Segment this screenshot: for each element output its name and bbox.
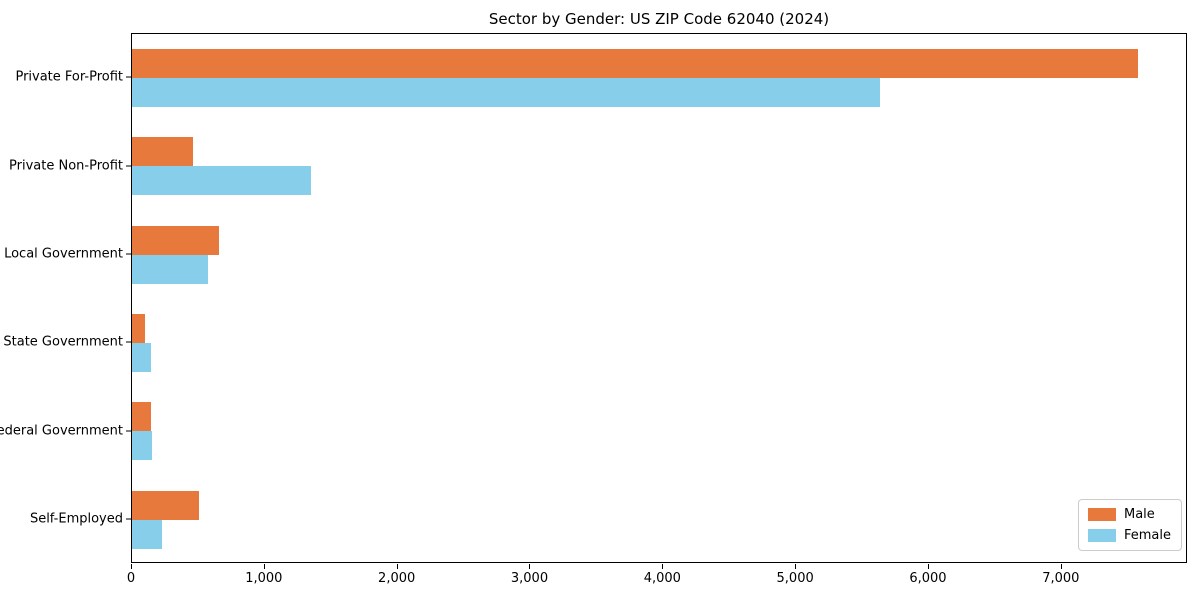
chart-legend: Male Female (1077, 499, 1182, 551)
female-bar-1 (132, 166, 312, 196)
y-tick-mark (126, 341, 131, 343)
x-tick-label: 1,000 (245, 571, 283, 586)
y-tick-mark (126, 165, 131, 166)
y-tick-mark (126, 518, 131, 520)
male-bar-3 (132, 314, 146, 344)
legend-item-female: Female (1087, 528, 1171, 543)
x-tick-label: 5,000 (776, 571, 814, 586)
x-tick-mark (795, 564, 797, 569)
y-tick-mark (126, 253, 131, 255)
legend-label-male: Male (1123, 507, 1155, 522)
x-tick-label: 6,000 (909, 571, 947, 586)
x-tick-mark (1060, 564, 1062, 569)
category-row (132, 476, 1186, 564)
y-tick-label: State Government (3, 334, 123, 350)
plot-area: Male Female (131, 33, 1187, 563)
female-bar-3 (132, 343, 151, 373)
male-bar-5 (132, 490, 200, 520)
male-bar-4 (132, 402, 151, 432)
legend-item-male: Male (1087, 507, 1171, 522)
y-tick-label: Local Government (4, 246, 123, 262)
female-color-swatch (1087, 529, 1116, 542)
x-tick-mark (131, 564, 132, 569)
female-bar-4 (132, 431, 152, 461)
male-bar-2 (132, 225, 219, 255)
male-color-swatch (1087, 508, 1116, 521)
x-tick-label: 4,000 (643, 571, 681, 586)
x-tick-mark (529, 564, 531, 569)
y-tick-mark (126, 430, 131, 431)
chart-title: Sector by Gender: US ZIP Code 62040 (202… (488, 10, 830, 28)
y-tick-label: Federal Government (0, 423, 123, 438)
legend-label-female: Female (1123, 528, 1171, 543)
y-tick-label: Private For-Profit (15, 69, 123, 85)
category-row (132, 211, 1186, 299)
x-tick-label: 0 (126, 571, 136, 586)
category-row (132, 34, 1186, 122)
category-row (132, 387, 1186, 475)
x-tick-label: 7,000 (1042, 571, 1080, 586)
category-row (132, 299, 1186, 387)
x-tick-label: 3,000 (510, 571, 549, 586)
male-bar-1 (132, 137, 194, 167)
x-tick-label: 2,000 (378, 571, 416, 586)
x-tick-mark (396, 564, 398, 569)
y-tick-mark (126, 76, 131, 78)
female-bar-0 (132, 78, 880, 108)
x-tick-mark (927, 564, 929, 569)
x-tick-mark (263, 564, 265, 569)
female-bar-2 (132, 254, 208, 284)
male-bar-0 (132, 49, 1138, 79)
category-row (132, 122, 1186, 210)
y-tick-label: Private Non-Profit (9, 158, 123, 173)
female-bar-5 (132, 519, 162, 549)
x-tick-mark (662, 564, 664, 569)
y-tick-label: Self-Employed (29, 511, 123, 527)
